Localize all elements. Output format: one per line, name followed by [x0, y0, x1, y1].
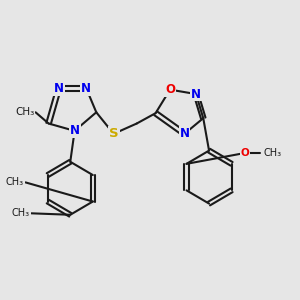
Text: CH₃: CH₃	[12, 208, 30, 218]
Text: S: S	[109, 127, 118, 140]
Text: N: N	[81, 82, 91, 95]
Text: N: N	[191, 88, 201, 100]
Text: N: N	[179, 127, 190, 140]
Text: O: O	[165, 83, 175, 96]
Text: CH₃: CH₃	[263, 148, 281, 158]
Text: CH₃: CH₃	[15, 107, 34, 117]
Text: N: N	[70, 124, 80, 137]
Text: CH₃: CH₃	[6, 177, 24, 188]
Text: N: N	[54, 82, 64, 95]
Text: O: O	[241, 148, 250, 158]
